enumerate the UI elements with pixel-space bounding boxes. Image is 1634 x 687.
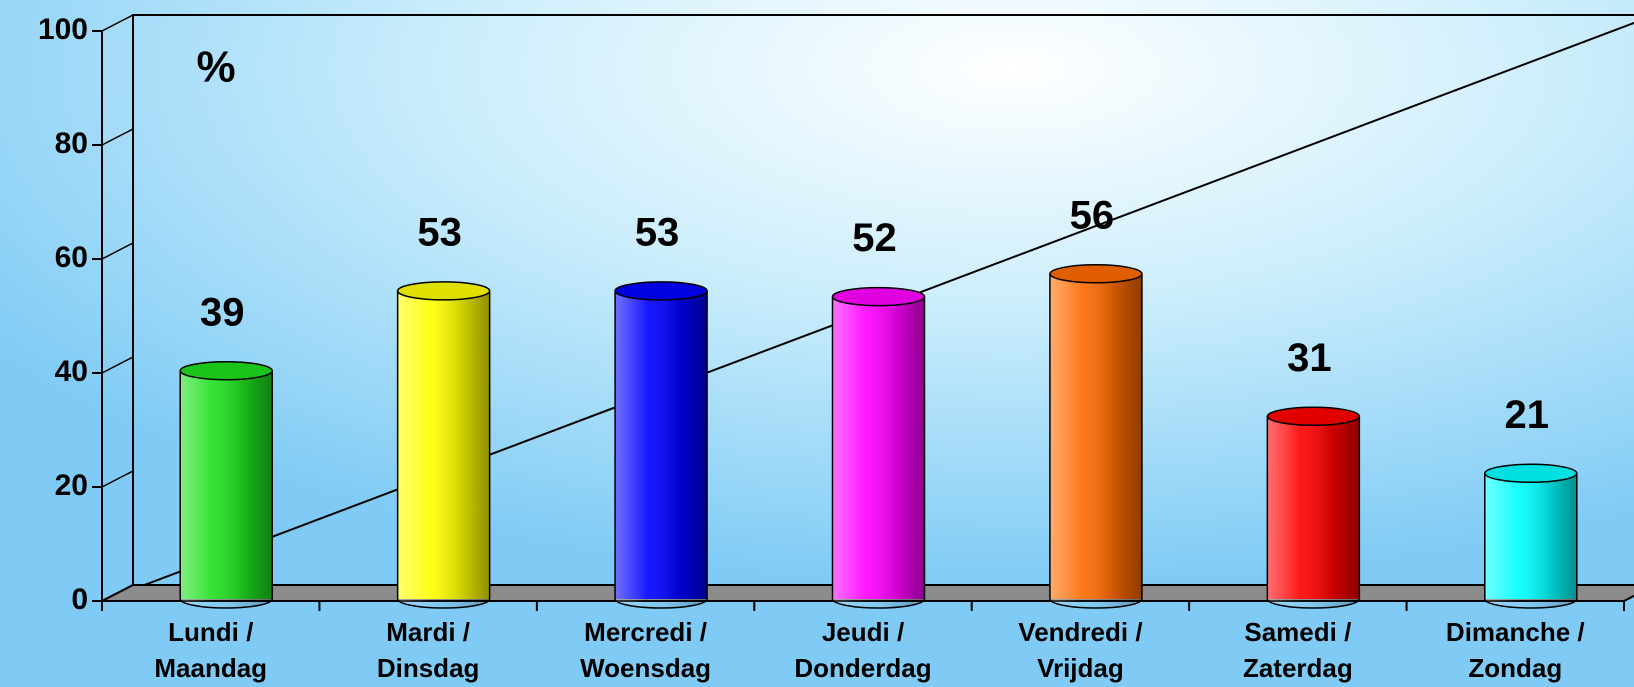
bar-top-shade [180, 361, 273, 380]
x-tick-label: Vendredi / [1018, 617, 1142, 647]
y-tick-depth [101, 242, 134, 260]
x-tick-label: Vrijdag [1037, 653, 1124, 683]
x-tick-label: Donderdag [794, 653, 931, 683]
data-label: 52 [852, 216, 897, 260]
x-tick-label: Woensdag [580, 653, 711, 683]
y-tick-label: 20 [55, 469, 88, 502]
bar-top [179, 360, 273, 381]
bar-top-shade [1049, 264, 1142, 283]
x-tick-label: Dinsdag [377, 653, 480, 683]
y-tick-label: 0 [71, 583, 88, 616]
bar-top-shade [1484, 464, 1577, 483]
bar-outline [179, 370, 273, 609]
x-tick-label: Dimanche / [1446, 617, 1585, 647]
bar-top [1266, 406, 1361, 427]
x-tick-label: Samedi / [1244, 617, 1351, 647]
y-tick-label: 40 [55, 355, 88, 388]
x-tick-label: Maandag [154, 653, 267, 683]
data-label: 21 [1505, 393, 1550, 437]
bar-outline [1266, 416, 1361, 609]
data-label: 53 [417, 210, 462, 254]
x-tick-label: Jeudi / [822, 617, 904, 647]
bar-outline [614, 290, 708, 609]
x-tick-label: Mercredi / [584, 617, 707, 647]
bar-outline [831, 296, 926, 609]
bar-outline [396, 290, 491, 609]
data-label: 53 [635, 210, 680, 254]
data-label: 56 [1070, 193, 1115, 237]
data-label: 31 [1287, 336, 1332, 380]
y-tick-depth [101, 470, 134, 488]
y-tick-depth [101, 128, 134, 146]
y-tick-label: 60 [55, 241, 88, 274]
bar-top-shade [397, 281, 490, 300]
bar-top-shade [832, 287, 925, 306]
y-tick-label: 80 [55, 127, 88, 160]
bar-outline [1049, 273, 1143, 609]
bar-outline [1484, 473, 1578, 609]
y-tick-depth [101, 584, 134, 602]
data-label: 39 [200, 290, 245, 334]
y-tick-label: 100 [38, 13, 88, 46]
bar-top [614, 281, 708, 301]
bar-top [1484, 463, 1578, 484]
x-tick-label: Zondag [1468, 653, 1562, 683]
bar-top [396, 281, 491, 301]
y-tick-depth [101, 14, 134, 32]
x-tick-label: Mardi / [386, 617, 470, 647]
bar-top-shade [615, 281, 708, 300]
bar-top [831, 286, 926, 307]
x-tick-label: Lundi / [168, 617, 253, 647]
bar-top [1049, 264, 1143, 284]
x-tick-label: Zaterdag [1243, 653, 1353, 683]
y-tick-depth [101, 356, 134, 374]
bar-top-shade [1267, 407, 1360, 426]
y-axis-label: % [196, 43, 235, 92]
